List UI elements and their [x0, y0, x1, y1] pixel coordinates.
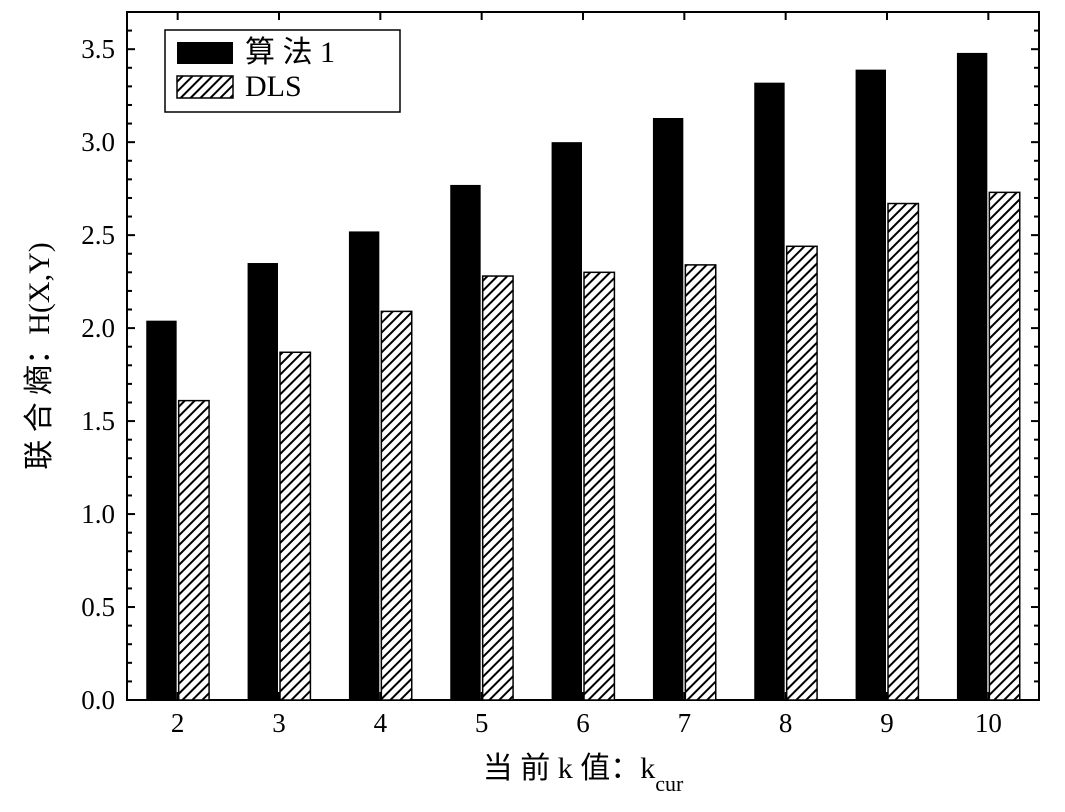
x-tick-label: 4	[374, 708, 388, 738]
bar-series1	[248, 263, 278, 700]
y-tick-label: 0.5	[81, 592, 115, 622]
x-tick-label: 9	[880, 708, 894, 738]
bar-series2	[685, 265, 715, 700]
x-tick-label: 2	[171, 708, 185, 738]
legend-swatch-series1	[177, 42, 233, 64]
bar-series2	[888, 204, 918, 700]
bar-series1	[552, 142, 582, 700]
bar-series1	[957, 53, 987, 700]
y-tick-label: 1.0	[81, 499, 115, 529]
bar-series1	[653, 118, 683, 700]
y-tick-label: 2.5	[81, 220, 115, 250]
legend-label-series2: DLS	[245, 70, 302, 103]
bar-series2	[179, 401, 209, 700]
legend-swatch-series2	[177, 76, 233, 98]
y-axis-label: 联 合 熵：H(X,Y)	[23, 242, 56, 469]
bar-series1	[754, 83, 784, 700]
x-tick-label: 6	[576, 708, 590, 738]
bar-series2	[787, 246, 817, 700]
bar-chart: 0.0 0.5 1.0 1.5 2.0 2.5 3.0 3.5 2 3 4 5 6 7 8 9 10 联 合 熵：…	[0, 0, 1065, 807]
bar-series2	[280, 352, 310, 700]
bar-series1	[146, 321, 176, 700]
x-axis-label: 当 前 k 值：kcur	[483, 752, 684, 796]
legend-label-series1: 算 法 1	[245, 36, 335, 69]
y-tick-label: 1.5	[81, 406, 115, 436]
y-tick-label: 2.0	[81, 313, 115, 343]
x-tick-label: 10	[975, 708, 1002, 738]
bar-series2	[584, 272, 614, 700]
y-tick-label: 3.0	[81, 127, 115, 157]
x-tick-label: 8	[779, 708, 793, 738]
legend: 算 法 1DLS	[165, 30, 400, 112]
y-tick-label: 0.0	[81, 685, 115, 715]
x-tick-label: 7	[678, 708, 692, 738]
bar-series1	[856, 70, 886, 700]
x-tick-label: 3	[272, 708, 286, 738]
bar-series2	[381, 311, 411, 700]
y-tick-label: 3.5	[81, 34, 115, 64]
bar-series2	[483, 276, 513, 700]
bar-series1	[450, 185, 480, 700]
x-tick-label: 5	[475, 708, 489, 738]
bar-series1	[349, 231, 379, 700]
bar-series2	[989, 192, 1019, 700]
